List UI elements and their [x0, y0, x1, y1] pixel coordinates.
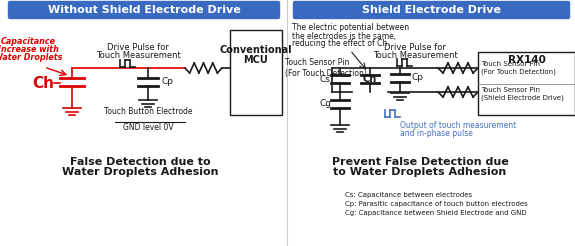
Text: Ch: Ch — [32, 76, 54, 91]
Text: Drive Pulse for: Drive Pulse for — [107, 44, 169, 52]
Bar — [230, 30, 282, 115]
Text: Touch Sensor Pin
(Shield Electrode Drive): Touch Sensor Pin (Shield Electrode Drive… — [481, 87, 564, 101]
Text: False Detection due to: False Detection due to — [70, 157, 210, 167]
Text: Output of touch measurement: Output of touch measurement — [400, 122, 516, 130]
Text: and in-phase pulse: and in-phase pulse — [400, 128, 473, 138]
Text: Cg: Cg — [320, 99, 332, 108]
Text: Prevent False Detection due: Prevent False Detection due — [332, 157, 508, 167]
Text: Touch Button Electrode: Touch Button Electrode — [104, 108, 192, 117]
Text: Capacitance: Capacitance — [1, 37, 56, 46]
Text: GND level 0V: GND level 0V — [122, 123, 173, 133]
Text: Touch Sensor Pin
(For Touch Detection): Touch Sensor Pin (For Touch Detection) — [481, 61, 556, 75]
Text: to Water Droplets Adhesion: to Water Droplets Adhesion — [334, 167, 507, 177]
Text: Cg: Capacitance between Shield Electrode and GND: Cg: Capacitance between Shield Electrode… — [345, 210, 527, 216]
Text: Without Shield Electrode Drive: Without Shield Electrode Drive — [48, 5, 240, 15]
Text: RX140: RX140 — [508, 55, 546, 65]
Text: reducing the effect of Ch.: reducing the effect of Ch. — [292, 40, 390, 48]
Text: Cs: Cs — [320, 75, 331, 83]
FancyBboxPatch shape — [9, 1, 279, 18]
Text: the electrodes is the same,: the electrodes is the same, — [292, 31, 396, 41]
Text: Cs: Capacitance between electrodes: Cs: Capacitance between electrodes — [345, 192, 472, 198]
FancyBboxPatch shape — [293, 1, 569, 18]
Bar — [478, 52, 575, 115]
Text: Water Droplets: Water Droplets — [0, 53, 62, 62]
Text: Shield Electrode Drive: Shield Electrode Drive — [362, 5, 501, 15]
Text: Conventional: Conventional — [220, 45, 292, 55]
Text: The electric potential between: The electric potential between — [292, 24, 409, 32]
Text: Cp: Parasitic capacitance of touch button electrodes: Cp: Parasitic capacitance of touch butto… — [345, 201, 528, 207]
Text: Increase with: Increase with — [0, 46, 59, 55]
Text: Touch Measurement: Touch Measurement — [95, 51, 181, 61]
Text: Ch: Ch — [363, 74, 377, 84]
Text: MCU: MCU — [244, 55, 269, 65]
Text: Touch Sensor Pin
(For Touch Detection): Touch Sensor Pin (For Touch Detection) — [285, 58, 367, 78]
Text: Drive Pulse for: Drive Pulse for — [384, 44, 446, 52]
Text: Water Droplets Adhesion: Water Droplets Adhesion — [62, 167, 219, 177]
Text: Cp: Cp — [161, 77, 173, 87]
Text: Cp: Cp — [412, 74, 424, 82]
Text: Touch Measurement: Touch Measurement — [373, 51, 457, 61]
